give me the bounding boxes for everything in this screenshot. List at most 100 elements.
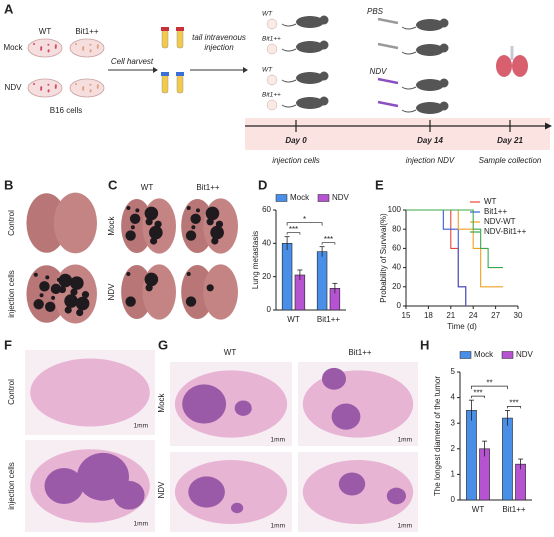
lung-photo — [142, 264, 176, 320]
mouse — [296, 72, 324, 84]
syringe — [377, 100, 399, 108]
mouse-label: WT — [262, 11, 273, 18]
tumor — [182, 384, 227, 424]
tube — [176, 74, 184, 94]
cell — [40, 88, 43, 91]
event-label: injection NDV — [406, 156, 455, 165]
mouse — [296, 16, 324, 28]
y-tick-label: 0 — [451, 495, 456, 504]
day-label: Day 14 — [417, 136, 443, 145]
cell — [54, 86, 57, 89]
syringe — [377, 42, 399, 50]
mouse-tail — [281, 48, 297, 52]
row-label: Control — [7, 210, 16, 236]
y-tick-label: 0 — [397, 301, 402, 310]
mouse-tail — [281, 23, 297, 27]
metastasis — [50, 283, 62, 295]
cell — [47, 90, 50, 93]
cell — [89, 90, 92, 93]
metastasis — [76, 308, 84, 317]
mouse-tail — [281, 104, 297, 108]
cell — [89, 43, 92, 46]
x-tick-label: 21 — [446, 311, 455, 320]
cell — [82, 48, 85, 51]
metastasis — [149, 225, 163, 240]
y-tick-label: 3 — [451, 418, 456, 427]
metastasis — [125, 230, 136, 241]
label: Bit1++ — [75, 27, 98, 36]
metastasis — [190, 213, 201, 224]
tumor — [338, 472, 366, 496]
tube — [161, 74, 169, 94]
tumor — [113, 480, 145, 510]
cell — [75, 83, 77, 85]
x-axis-label: Time (d) — [447, 322, 477, 331]
x-tick-label: Bit1++ — [317, 315, 340, 324]
label: Mock — [3, 43, 23, 52]
metastasis — [135, 208, 140, 213]
significance-bracket — [321, 242, 336, 245]
mouse — [416, 79, 444, 91]
significance-label: *** — [509, 399, 518, 408]
label: B16 cells — [50, 106, 82, 115]
mouse-tail — [401, 51, 417, 55]
cell-vial — [266, 99, 278, 111]
metastasis — [75, 296, 90, 311]
event-label: Sample collection — [479, 156, 542, 165]
cell — [96, 46, 99, 49]
legend-label: Bit1++ — [484, 207, 507, 216]
metastasis — [185, 296, 197, 307]
significance-bracket — [471, 395, 485, 399]
tissue — [302, 370, 414, 438]
mouse — [416, 19, 444, 31]
metastasis — [186, 272, 191, 276]
arrow-head — [153, 67, 158, 73]
metastasis — [144, 206, 159, 221]
metastasis — [39, 293, 44, 298]
legend-label: Mock — [474, 350, 494, 359]
petri-dish — [69, 78, 105, 98]
panel-letter: E — [375, 177, 384, 192]
lung-photo — [53, 192, 97, 254]
tube-cap — [176, 27, 184, 31]
survival-line — [406, 209, 504, 269]
significance-label: *** — [289, 225, 298, 234]
panel-letter: A — [4, 1, 14, 16]
scale-bar-label: 1mm — [271, 437, 285, 444]
tumor — [188, 476, 225, 508]
mouse-tail — [401, 26, 417, 30]
label: NDV — [370, 67, 388, 76]
y-tick-label: 20 — [262, 272, 271, 281]
metastasis — [205, 206, 220, 221]
tumor — [44, 468, 84, 504]
bar — [281, 243, 293, 311]
y-tick-label: 2 — [451, 444, 456, 453]
legend-label: WT — [484, 197, 497, 206]
panel-letter: D — [258, 177, 267, 192]
arrow-head — [243, 67, 248, 73]
metastasis — [39, 281, 50, 292]
panel-letter: H — [420, 337, 429, 352]
legend-label: Mock — [290, 193, 310, 202]
metastasis — [144, 272, 159, 287]
x-tick-label: 18 — [424, 311, 433, 320]
metastasis — [45, 301, 56, 312]
column-label: Bit1++ — [196, 183, 219, 192]
panel-letter: C — [108, 177, 118, 192]
y-axis-label: The longest diameter of the tumor — [433, 376, 442, 496]
tissue — [30, 358, 150, 427]
y-tick-label: 4 — [451, 393, 456, 402]
bar — [294, 274, 306, 311]
scale-bar-label: 1mm — [398, 523, 412, 530]
mouse-head — [319, 96, 329, 106]
cell — [47, 50, 50, 53]
tube-cap — [161, 72, 169, 76]
metastasis — [125, 296, 136, 307]
significance-bracket — [471, 385, 508, 390]
panel-letter: B — [4, 177, 13, 192]
cell-vial — [266, 74, 278, 86]
mouse-tail — [401, 109, 417, 113]
tube — [176, 29, 184, 49]
metastasis — [64, 306, 72, 314]
